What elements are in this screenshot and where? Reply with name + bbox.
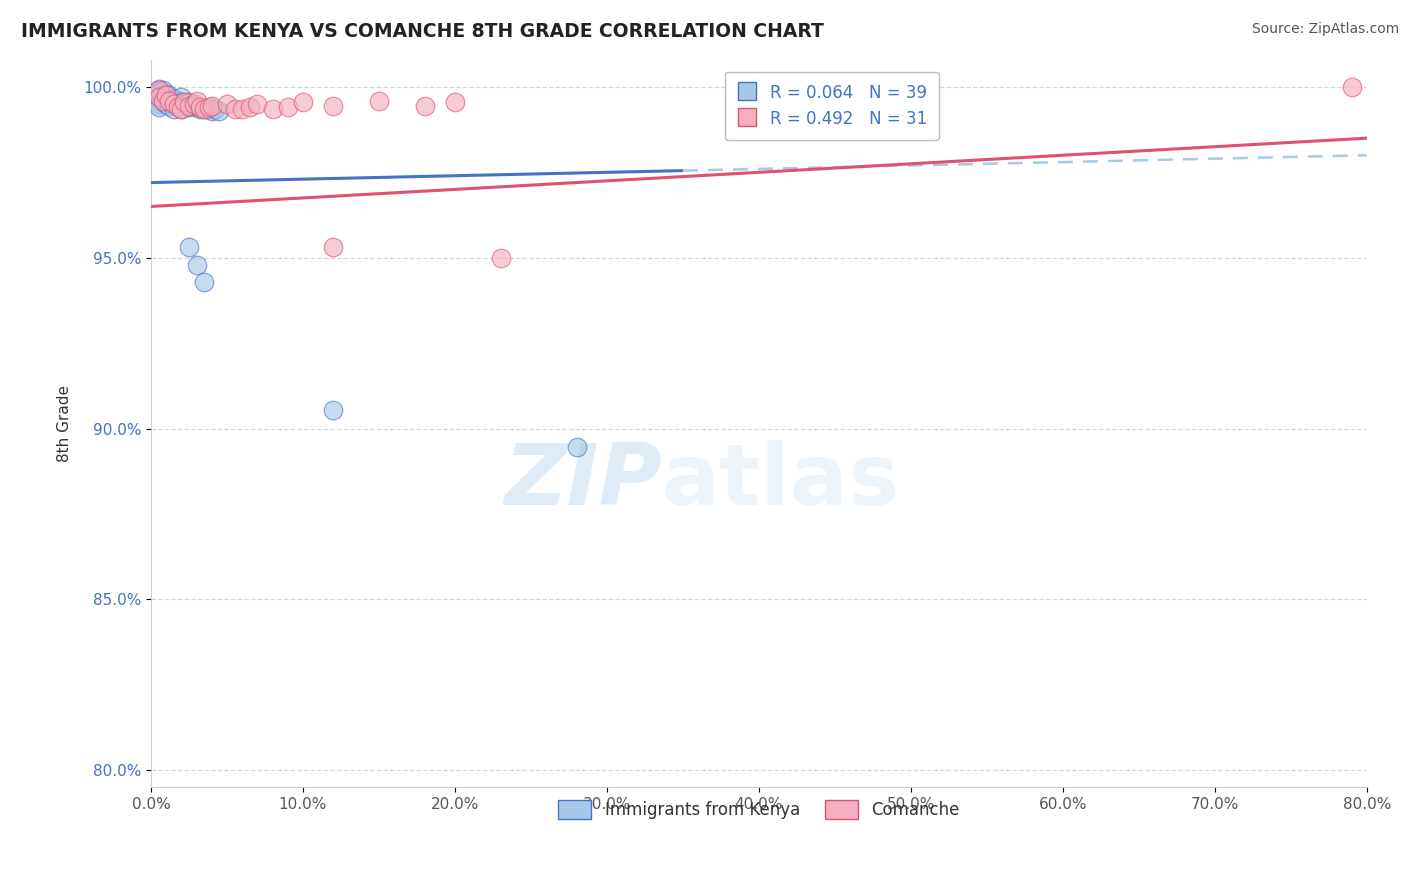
Point xyxy=(193,275,215,289)
Point xyxy=(155,87,177,101)
Legend: Immigrants from Kenya, Comanche: Immigrants from Kenya, Comanche xyxy=(551,794,966,826)
Point xyxy=(148,90,170,104)
Point xyxy=(186,94,208,108)
Point xyxy=(148,85,170,99)
Text: ZIP: ZIP xyxy=(503,440,662,523)
Point xyxy=(197,100,219,114)
Point xyxy=(444,95,467,110)
Point xyxy=(193,102,215,116)
Point xyxy=(177,95,200,110)
Point xyxy=(246,97,269,112)
Point xyxy=(204,102,226,116)
Point xyxy=(489,251,512,265)
Point xyxy=(413,99,436,113)
Point xyxy=(157,94,180,108)
Point xyxy=(215,97,238,112)
Point xyxy=(193,102,215,116)
Point xyxy=(167,99,190,113)
Point xyxy=(163,102,186,116)
Point xyxy=(201,99,224,113)
Text: Source: ZipAtlas.com: Source: ZipAtlas.com xyxy=(1251,22,1399,37)
Y-axis label: 8th Grade: 8th Grade xyxy=(58,384,72,462)
Point xyxy=(163,92,186,106)
Point xyxy=(148,81,170,95)
Point xyxy=(177,100,200,114)
Point xyxy=(197,102,219,116)
Point xyxy=(155,92,177,106)
Point xyxy=(170,95,193,110)
Point xyxy=(201,103,224,118)
Point xyxy=(186,258,208,272)
Point xyxy=(157,88,180,103)
Point xyxy=(291,95,314,110)
Point xyxy=(173,97,195,112)
Point xyxy=(163,97,186,112)
Point xyxy=(148,90,170,104)
Point xyxy=(231,102,253,116)
Point xyxy=(322,99,344,113)
Point xyxy=(1340,79,1362,94)
Point xyxy=(155,88,177,103)
Point xyxy=(148,83,170,97)
Point xyxy=(186,100,208,114)
Point xyxy=(170,102,193,116)
Point xyxy=(152,88,174,103)
Point xyxy=(152,94,174,108)
Point xyxy=(163,97,186,112)
Point xyxy=(157,94,180,108)
Point xyxy=(152,83,174,97)
Point xyxy=(148,100,170,114)
Point xyxy=(208,103,231,118)
Point xyxy=(170,90,193,104)
Point xyxy=(277,100,299,114)
Text: atlas: atlas xyxy=(662,440,900,523)
Point xyxy=(224,102,246,116)
Point xyxy=(157,99,180,113)
Point xyxy=(188,100,211,114)
Point xyxy=(183,99,205,113)
Point xyxy=(188,102,211,116)
Point xyxy=(239,100,262,114)
Point xyxy=(322,240,344,254)
Point xyxy=(155,97,177,112)
Point xyxy=(167,100,190,114)
Point xyxy=(173,95,195,110)
Point xyxy=(322,402,344,417)
Point xyxy=(177,99,200,113)
Point xyxy=(177,240,200,254)
Point xyxy=(148,97,170,112)
Point xyxy=(565,440,588,454)
Point xyxy=(368,94,391,108)
Text: IMMIGRANTS FROM KENYA VS COMANCHE 8TH GRADE CORRELATION CHART: IMMIGRANTS FROM KENYA VS COMANCHE 8TH GR… xyxy=(21,22,824,41)
Point xyxy=(262,102,284,116)
Point xyxy=(152,94,174,108)
Point xyxy=(183,97,205,112)
Point xyxy=(148,94,170,108)
Point xyxy=(170,102,193,116)
Point xyxy=(167,94,190,108)
